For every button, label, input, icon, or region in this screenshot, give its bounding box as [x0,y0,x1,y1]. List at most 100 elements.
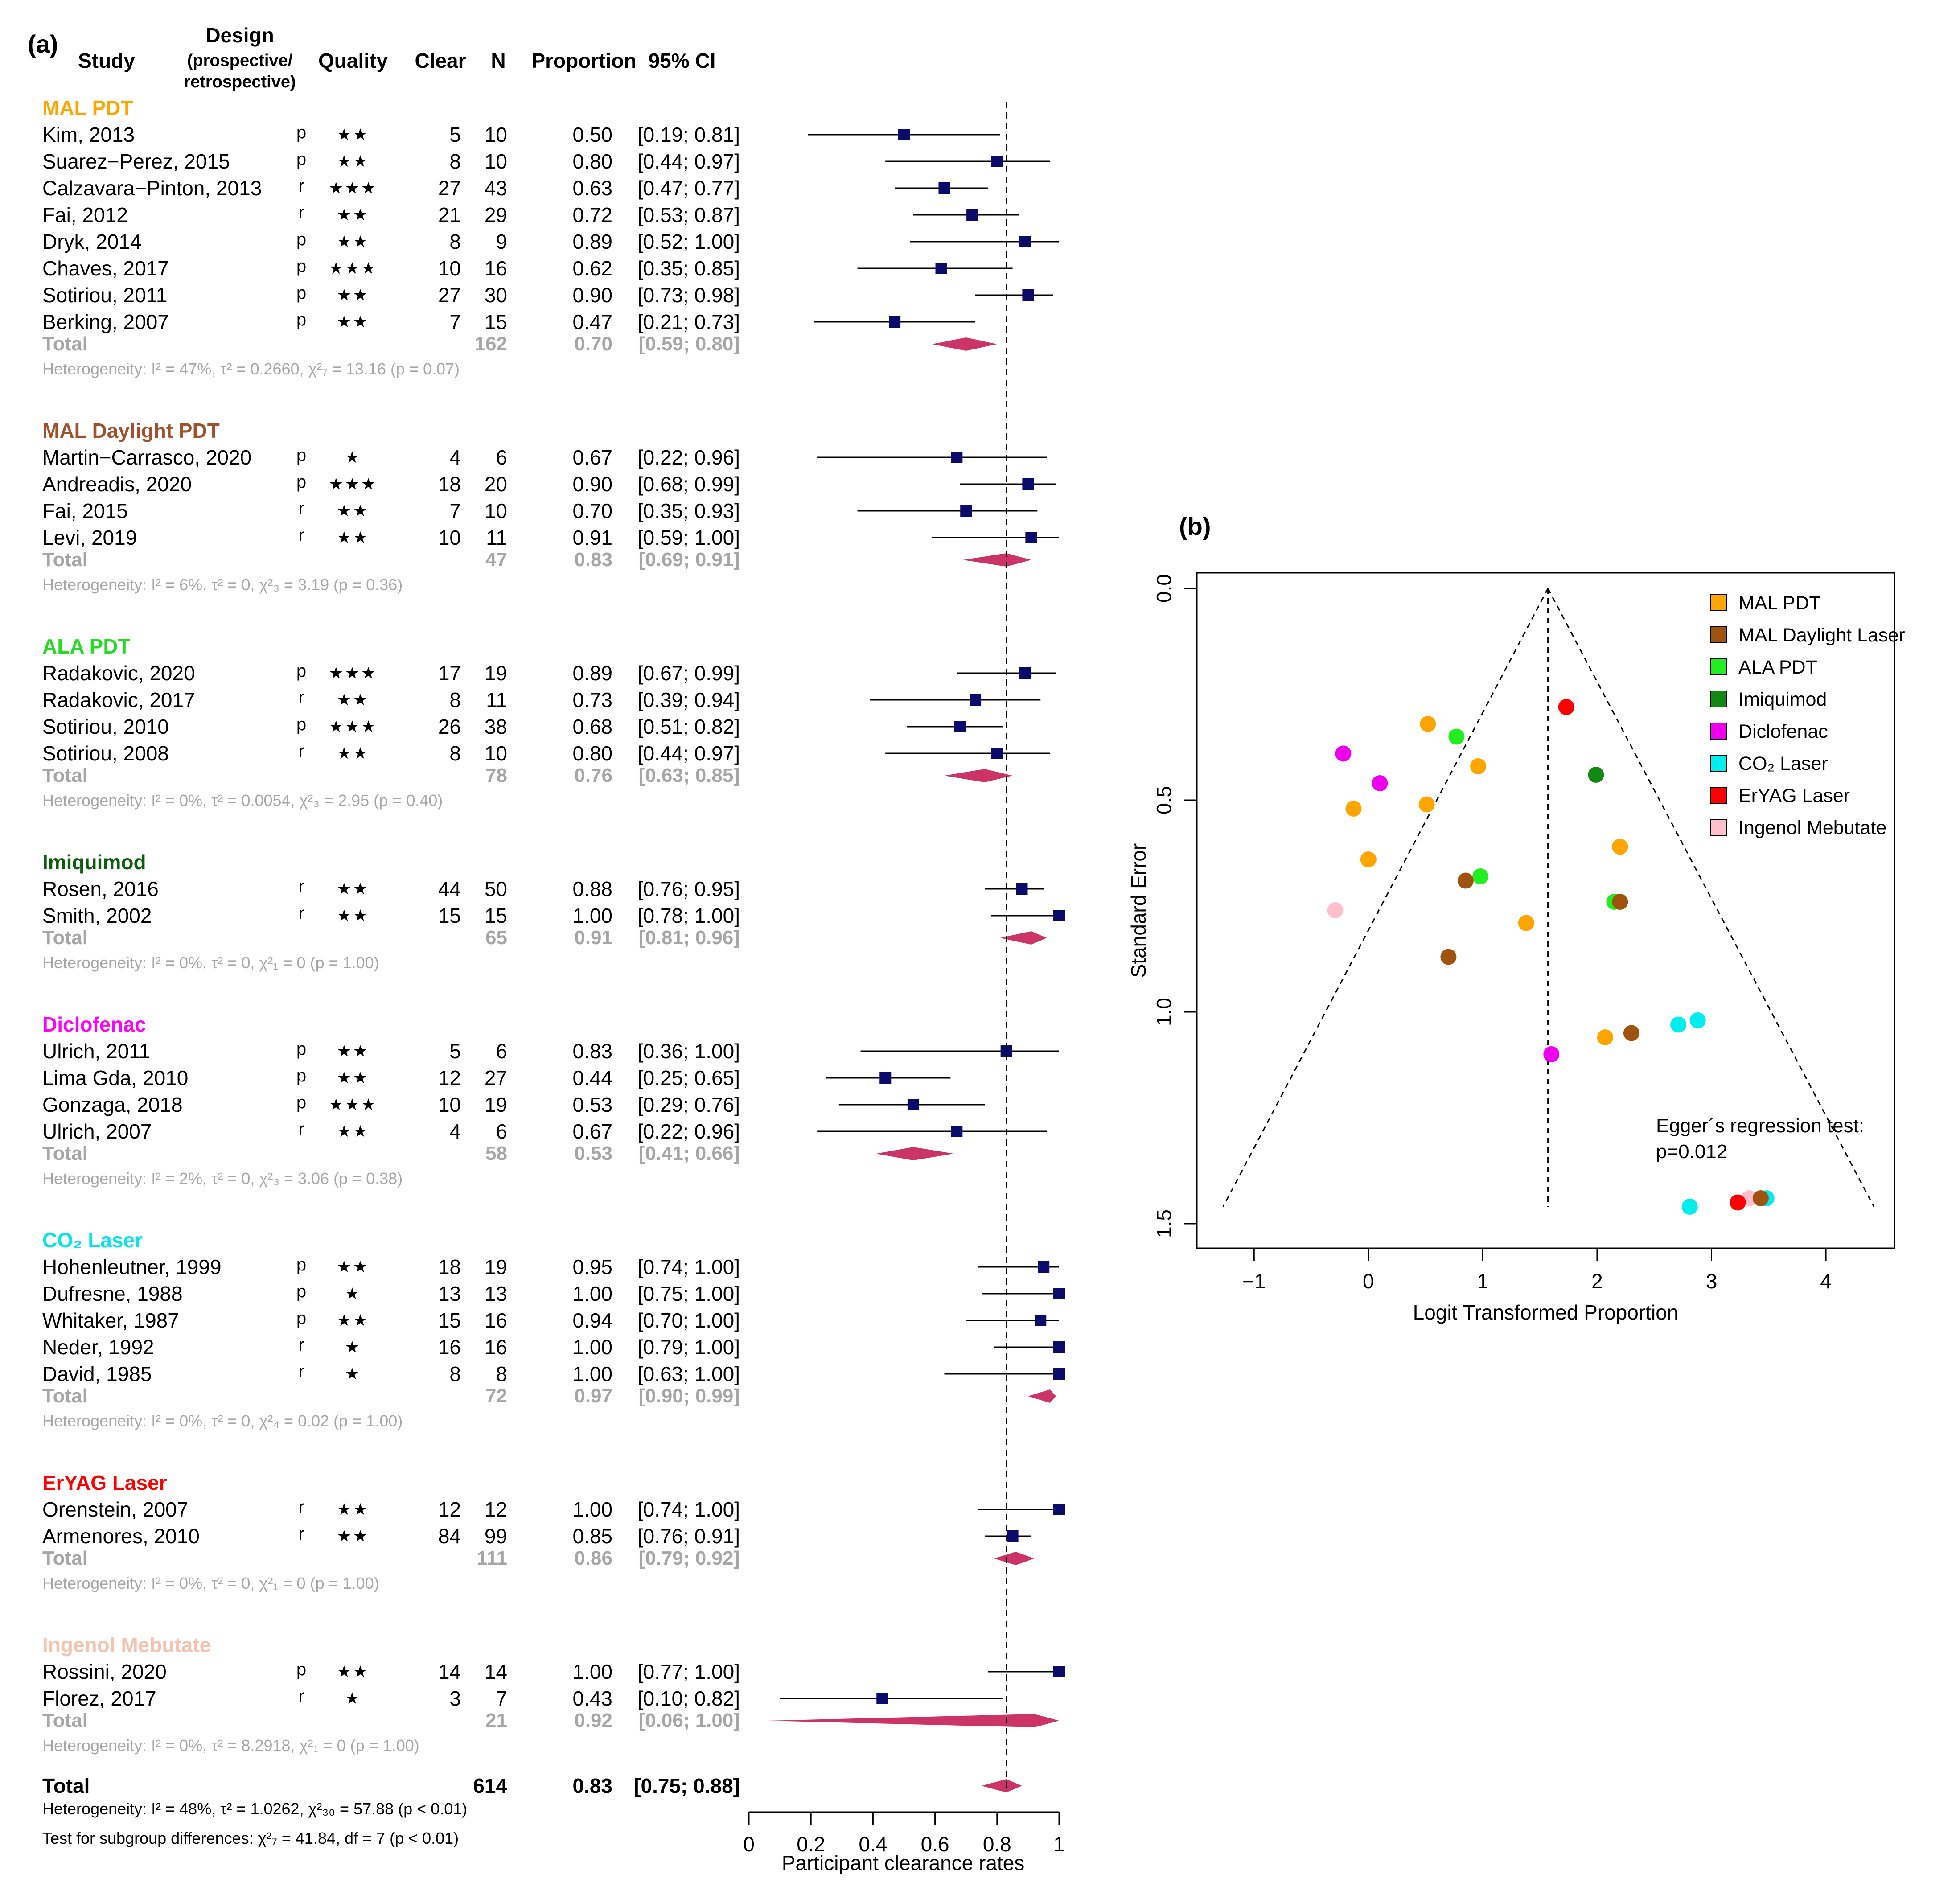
point-estimate [907,1099,919,1110]
group-total-proportion: 0.76 [574,765,612,786]
study-ci: [0.77; 1.00] [637,1660,740,1683]
study-design: r [298,203,304,222]
group-heterogeneity: Heterogeneity: I² = 0%, τ² = 0, χ²₄ = 0.… [42,1412,403,1430]
study-ci: [0.25; 0.65] [637,1066,740,1089]
study-quality: ★ [345,1338,361,1356]
study-quality: ★★ [337,880,370,898]
study-proportion: 0.83 [572,1040,612,1063]
point-estimate [1053,1341,1065,1353]
study-clear: 13 [438,1282,461,1305]
study-n: 14 [485,1660,507,1683]
study-quality: ★★ [337,232,370,251]
group-heterogeneity: Heterogeneity: I² = 0%, τ² = 0, χ²₁ = 0 … [42,1574,379,1592]
x-tick-label: 4 [1820,1270,1832,1293]
study-clear: 21 [438,203,461,226]
study-quality: ★★ [337,906,370,925]
x-tick-label: 3 [1706,1270,1718,1293]
study-proportion: 0.90 [572,473,612,496]
study-design: r [298,904,304,923]
legend-swatch [1710,755,1727,772]
funnel-point [1730,1194,1746,1211]
panel-a-label: (a) [28,30,58,58]
study-quality: ★★ [337,1311,370,1329]
study-n: 11 [486,688,507,711]
study-n: 16 [485,1336,507,1359]
study-ci: [0.76; 0.91] [637,1525,740,1548]
study-clear: 16 [438,1336,461,1359]
study-design: r [298,1524,304,1544]
study-design: r [298,741,304,761]
legend-label: Imiquimod [1738,689,1827,710]
group-total-ci: [0.41; 0.66] [639,1143,740,1164]
study-clear: 15 [438,1309,461,1332]
study-design: p [296,661,306,681]
study-ci: [0.74; 1.00] [637,1255,740,1278]
study-proportion: 0.50 [572,123,612,146]
study-label: Neder, 1992 [42,1336,154,1359]
study-quality: ★★ [337,1500,370,1518]
group-heading: MAL PDT [42,96,133,119]
group-total-ci: [0.79; 0.92] [639,1547,740,1569]
study-label: Sotiriou, 2011 [42,284,167,307]
study-proportion: 0.88 [572,877,612,900]
funnel-point [1448,728,1465,745]
group-total-label: Total [42,927,88,949]
point-estimate [1007,1530,1019,1542]
study-proportion: 0.72 [572,203,612,226]
study-label: Rossini, 2020 [42,1660,167,1683]
header-design-line2: (prospective/ [187,51,293,70]
study-clear: 27 [438,177,461,200]
point-estimate [935,263,947,274]
legend-label: ALA PDT [1738,657,1817,678]
point-estimate [879,1072,892,1084]
study-label: Orenstein, 2007 [42,1498,188,1521]
study-proportion: 0.94 [572,1309,612,1332]
study-quality: ★★★ [329,717,378,736]
funnel-point [1612,894,1628,910]
legend-label: Ingenol Mebutate [1738,817,1886,839]
funnel-point [1597,1029,1613,1045]
study-clear: 5 [449,1040,461,1063]
study-design: p [296,1093,306,1112]
study-design: r [298,1335,304,1355]
forest-x-axis-label: Participant clearance rates [782,1851,1025,1874]
group-heading: Imiquimod [42,851,146,874]
group-heading: ALA PDT [42,635,131,658]
study-design: p [296,1282,306,1301]
study-clear: 44 [438,877,461,900]
group-heterogeneity: Heterogeneity: I² = 0%, τ² = 0, χ²₁ = 0 … [42,954,379,972]
study-proportion: 1.00 [572,904,612,927]
overall-total-proportion: 0.83 [572,1774,612,1797]
group-heterogeneity: Heterogeneity: I² = 47%, τ² = 0.2660, χ²… [42,360,460,378]
study-clear: 4 [449,1120,461,1143]
study-design: r [298,1686,304,1706]
group-summary-diamond [876,1147,954,1160]
study-quality: ★★★ [329,179,378,197]
study-clear: 3 [449,1687,461,1710]
study-label: David, 1985 [42,1362,152,1385]
legend-label: MAL PDT [1738,592,1821,614]
study-proportion: 1.00 [572,1336,612,1359]
funnel-right-boundary [1547,588,1875,1207]
study-quality: ★★ [337,744,370,762]
study-proportion: 0.90 [572,284,612,307]
funnel-point [1752,1190,1769,1206]
group-heterogeneity: Heterogeneity: I² = 0%, τ² = 0.0054, χ²₃… [42,791,443,810]
study-label: Rosen, 2016 [42,877,159,900]
group-total-n: 58 [485,1143,507,1164]
study-clear: 5 [449,123,461,146]
overall-summary-diamond [982,1779,1022,1792]
funnel-point [1612,839,1628,855]
group-total-n: 111 [477,1547,507,1569]
study-design: p [296,715,306,734]
study-ci: [0.75; 1.00] [637,1282,740,1305]
study-proportion: 0.73 [572,688,612,711]
legend-swatch [1710,594,1727,611]
legend-swatch [1710,787,1727,804]
study-label: Lima Gda, 2010 [42,1066,188,1089]
study-ci: [0.35; 0.85] [637,257,740,280]
study-ci: [0.67; 0.99] [637,662,740,685]
group-total-proportion: 0.83 [574,549,612,571]
point-estimate [960,505,972,517]
study-clear: 7 [449,499,461,522]
